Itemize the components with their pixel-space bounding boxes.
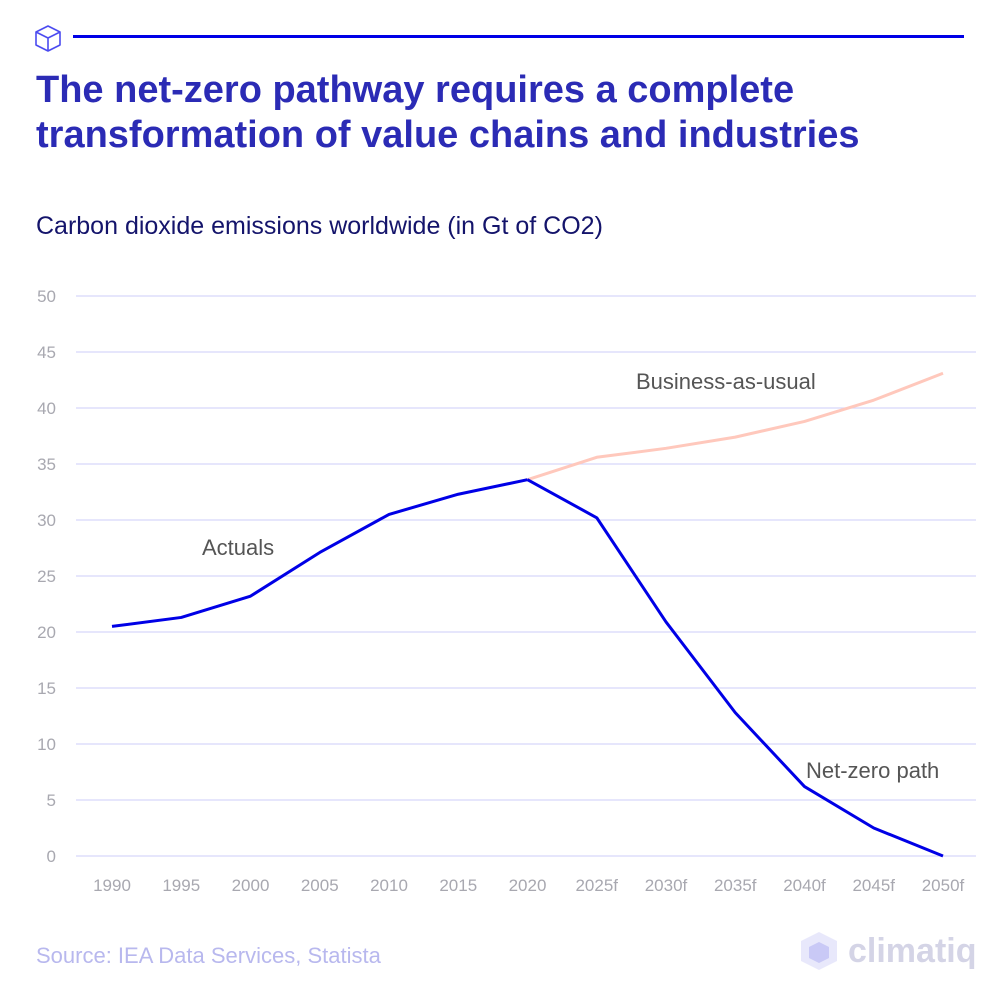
x-tick-label: 2040f xyxy=(783,876,826,895)
climatiq-logo: climatiq xyxy=(798,930,976,972)
y-tick-label: 40 xyxy=(37,399,56,418)
series-line-net-zero-path xyxy=(526,478,944,858)
source-note: Source: IEA Data Services, Statista xyxy=(36,943,381,968)
y-tick-label: 45 xyxy=(37,343,56,362)
y-tick-label: 25 xyxy=(37,567,56,586)
y-tick-label: 5 xyxy=(47,791,56,810)
header-rule xyxy=(73,35,964,38)
series-label: Net-zero path xyxy=(806,758,939,783)
series-label: Actuals xyxy=(202,535,274,560)
logo-text: climatiq xyxy=(848,931,977,970)
x-tick-label: 1990 xyxy=(93,876,131,895)
x-tick-label: 2005 xyxy=(301,876,339,895)
series-line-business-as-usual xyxy=(527,371,944,482)
y-tick-label: 50 xyxy=(37,287,56,306)
x-tick-label: 2025f xyxy=(575,876,618,895)
x-tick-label: 1995 xyxy=(162,876,200,895)
chart-subtitle: Carbon dioxide emissions worldwide (in G… xyxy=(36,212,603,240)
y-tick-label: 0 xyxy=(47,847,56,866)
y-tick-label: 35 xyxy=(37,455,56,474)
y-tick-label: 20 xyxy=(37,623,56,642)
cube-icon xyxy=(35,25,61,52)
x-tick-label: 2035f xyxy=(714,876,757,895)
x-tick-label: 2010 xyxy=(370,876,408,895)
x-tick-label: 2045f xyxy=(852,876,895,895)
x-tick-label: 2000 xyxy=(232,876,270,895)
y-tick-label: 15 xyxy=(37,679,56,698)
x-tick-label: 2015 xyxy=(439,876,477,895)
y-tick-label: 30 xyxy=(37,511,56,530)
y-tick-label: 10 xyxy=(37,735,56,754)
chart-title: The net-zero pathway requires a complete… xyxy=(36,69,860,156)
x-tick-label: 2050f xyxy=(922,876,965,895)
x-tick-label: 2030f xyxy=(645,876,688,895)
series-line-actuals xyxy=(111,478,528,628)
series-label: Business-as-usual xyxy=(636,369,816,394)
logo-cube-icon xyxy=(801,932,837,970)
x-tick-label: 2020 xyxy=(509,876,547,895)
